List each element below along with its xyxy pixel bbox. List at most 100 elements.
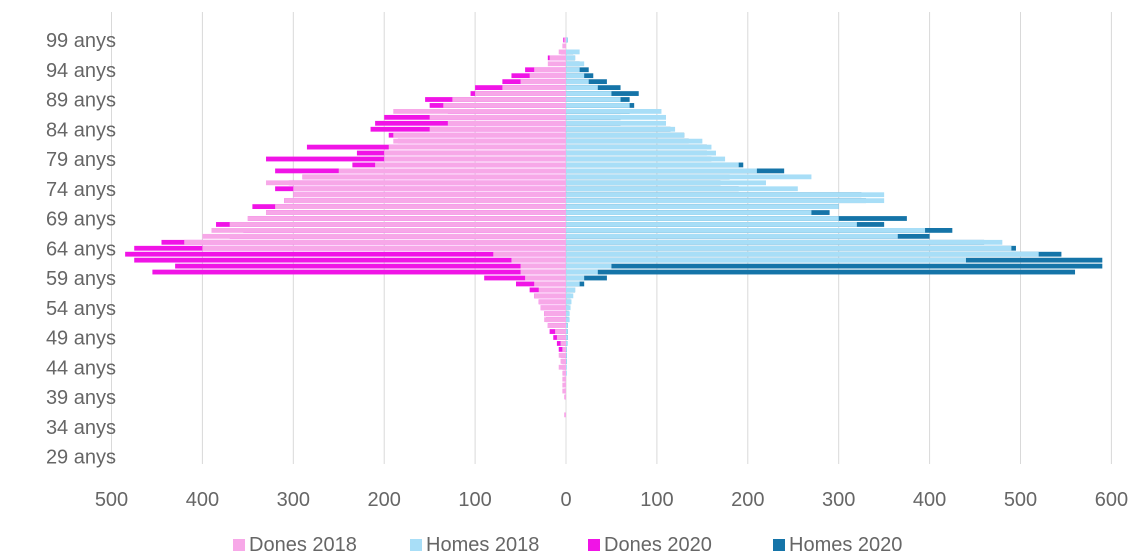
homes-2018-bar [566,198,885,204]
y-axis-tick-labels: 99 anys 94 anys 89 anys 84 anys 79 anys 74 an… [46,30,116,469]
homes-2018-bar [566,162,739,168]
y-tick-label: 94 anys [46,60,116,82]
homes-2018-bar [566,364,567,370]
homes-2018-bar [566,305,571,311]
dones-2018-bar [564,394,566,400]
legend-label: Dones 2020 [604,534,712,555]
y-tick-label: 39 anys [46,387,116,409]
dones-2018-bar [564,412,566,418]
dones-2018-bar [564,37,566,43]
homes-2018-bar [566,103,630,108]
dones-2018-bar [534,281,566,287]
dones-2018-bar [229,222,567,227]
homes-2018-bar [566,114,666,120]
dones-2018-bar [560,358,566,364]
dones-2018-bar [544,317,566,323]
dones-2018-bar [293,192,566,198]
dones-2018-bar [393,109,566,114]
y-tick-label: 44 anys [46,357,116,379]
y-tick-label: 59 anys [46,268,116,290]
homes-2018-bar [566,49,580,55]
dones-2018-bar [275,204,566,209]
x-tick-label: 300 [822,489,855,511]
dones-2020-bar [134,257,566,263]
dones-2018-bar [375,162,566,168]
dones-2018-bar [384,156,566,162]
x-tick-label: 400 [186,489,219,511]
dones-2018-bar [544,311,566,317]
y-tick-label: 99 anys [46,30,116,52]
dones-2018-bar [520,79,566,85]
dones-2018-bar [502,85,566,90]
homes-2018-bar [566,358,567,364]
homes-2018-bar [566,210,812,215]
homes-2020-bar [566,275,607,281]
homes-2018-bar [566,97,621,102]
y-tick-label: 49 anys [46,328,116,350]
homes-2018-bar [566,293,574,299]
homes-2018-bar [566,299,572,305]
bars-layer [125,37,1103,418]
homes-2018-bar [566,251,1039,257]
homes-2018-bar [566,239,1003,245]
homes-2018-bar [566,275,585,281]
homes-2018-bar [566,79,589,85]
x-tick-label: 400 [913,489,946,511]
legend: Dones 2018 Homes 2018 Dones 2020 Homes 2020 [233,534,902,555]
dones-2018-bar [429,114,566,120]
dones-2018-bar [547,323,566,328]
homes-2018-bar [566,55,576,61]
dones-2018-bar [558,49,566,55]
homes-2018-bar [566,144,712,150]
homes-2018-bar [566,192,885,198]
legend-label: Homes 2020 [789,534,902,555]
dones-2018-bar [388,144,566,150]
dones-2018-bar [393,132,566,138]
dones-2018-bar [393,138,566,144]
homes-2018-bar [566,352,567,358]
dones-2018-bar [562,347,566,352]
y-tick-label: 84 anys [46,119,116,141]
dones-2018-bar [247,216,566,221]
dones-2018-bar [202,245,566,251]
y-tick-label: 29 anys [46,447,116,469]
dones-2018-bar [555,329,566,334]
homes-2018-bar [566,257,966,263]
dones-2018-bar [562,382,566,388]
homes-2018-bar [566,120,666,126]
homes-2018-bar [566,132,685,138]
homes-2018-bar [566,317,570,323]
homes-2018-bar [566,263,612,269]
y-tick-label: 89 anys [46,90,116,112]
dones-2018-bar [429,126,566,132]
homes-2018-bar [566,204,839,209]
homes-2018-bar [566,281,580,287]
dones-2018-bar [558,364,566,370]
dones-2018-bar [558,352,566,358]
y-tick-label: 34 anys [46,417,116,439]
homes-2018-bar [566,180,766,186]
homes-2018-bar [566,91,612,96]
dones-2018-bar [520,269,566,275]
homes-2018-bar [566,73,585,79]
homes-2018-bar [566,222,857,227]
homes-2018-bar [566,109,662,114]
dones-2018-bar [562,376,566,382]
y-tick-label: 69 anys [46,209,116,231]
dones-2018-bar [540,305,566,311]
dones-2018-bar [525,275,566,281]
x-tick-label: 200 [731,489,764,511]
dones-2018-bar [447,120,566,126]
homes-2018-bar [566,370,567,376]
dones-2018-bar [562,43,566,49]
y-tick-label: 64 anys [46,238,116,260]
dones-2018-bar [520,263,566,269]
homes-2018-bar [566,323,568,328]
homes-2018-bar [566,85,598,90]
dones-2018-bar [202,233,566,239]
dones-2018-bar [284,198,566,204]
homes-2018-bar [566,168,757,174]
dones-2018-bar [538,287,566,293]
homes-2018-bar [566,269,598,275]
